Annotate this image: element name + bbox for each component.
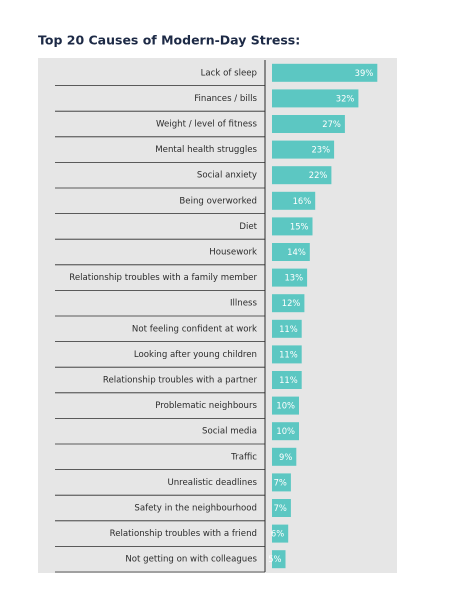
value-label: 9% [279, 452, 292, 462]
bar [272, 473, 291, 492]
value-label: 11% [279, 375, 298, 385]
value-label: 27% [322, 119, 341, 129]
bar [272, 89, 359, 108]
bar [272, 422, 299, 441]
value-label: 32% [336, 93, 355, 103]
bar [272, 524, 289, 543]
category-label: Unrealistic deadlines [167, 478, 257, 488]
bar [272, 268, 308, 287]
value-label: 22% [309, 170, 328, 180]
value-label: 23% [311, 145, 330, 155]
value-label: 7% [274, 477, 287, 487]
category-label: Weight / level of fitness [156, 120, 257, 130]
bar [272, 243, 310, 261]
category-label: Illness [230, 299, 258, 309]
bar [272, 191, 316, 210]
category-label: Not feeling confident at work [132, 324, 257, 334]
bar [272, 217, 313, 236]
bar [272, 63, 378, 82]
category-label: Social media [202, 427, 257, 437]
category-label: Mental health struggles [155, 145, 257, 155]
category-label: Housework [209, 248, 257, 258]
category-label: Diet [239, 222, 257, 232]
bar [272, 345, 302, 364]
value-label: 15% [290, 221, 309, 231]
category-label: Traffic [230, 452, 257, 462]
value-label: 16% [293, 196, 312, 206]
bar [272, 396, 299, 415]
value-label: 12% [282, 298, 301, 308]
category-label: Relationship troubles with a friend [110, 529, 257, 539]
bar [272, 140, 335, 159]
value-label: 13% [284, 273, 303, 283]
value-label: 39% [355, 68, 374, 78]
category-label: Looking after young children [134, 350, 257, 360]
value-label: 10% [276, 426, 295, 436]
value-label: 10% [276, 401, 295, 411]
bar [272, 550, 286, 569]
category-label: Lack of sleep [201, 68, 257, 78]
bar [272, 115, 345, 133]
bar [272, 319, 302, 338]
category-label: Not getting on with colleagues [125, 555, 257, 565]
value-label: 7% [274, 503, 287, 513]
value-label: 11% [279, 349, 298, 359]
value-label: 11% [279, 324, 298, 334]
category-label: Social anxiety [197, 171, 257, 181]
chart-panel [38, 58, 397, 573]
category-label: Problematic neighbours [155, 401, 257, 411]
category-label: Relationship troubles with a partner [103, 376, 258, 386]
category-label: Safety in the neighbourhood [134, 504, 257, 514]
bar [272, 294, 305, 313]
bar [272, 371, 302, 389]
value-label: 6% [271, 529, 284, 539]
bar [272, 166, 332, 185]
bar [272, 447, 297, 466]
category-label: Being overworked [179, 196, 257, 206]
category-label: Finances / bills [194, 94, 257, 104]
chart-title: Top 20 Causes of Modern-Day Stress: [38, 33, 300, 48]
category-label: Relationship troubles with a family memb… [69, 273, 257, 283]
value-label: 14% [287, 247, 306, 257]
bar [272, 499, 291, 517]
value-label: 5% [268, 554, 281, 564]
